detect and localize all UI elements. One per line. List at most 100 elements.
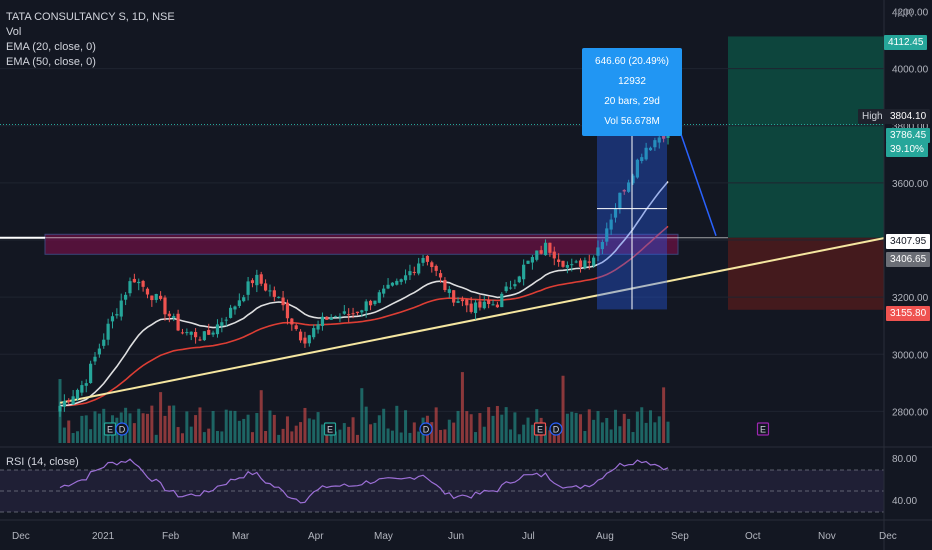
volume-bar — [430, 422, 434, 443]
candle-body — [329, 317, 333, 320]
candle-body — [631, 175, 635, 184]
volume-bar — [250, 432, 254, 443]
candle-body — [150, 295, 154, 301]
volume-bar — [62, 427, 66, 443]
event-marker[interactable]: E — [323, 422, 337, 436]
volume-bar — [526, 417, 530, 443]
candle-body — [58, 405, 62, 412]
event-marker[interactable]: D — [549, 422, 563, 436]
volume-bar — [207, 428, 211, 443]
dividend-marker-shape — [549, 422, 563, 436]
candle-body — [460, 299, 465, 302]
time-tick-label[interactable]: Jun — [448, 531, 464, 542]
volume-bar — [93, 411, 97, 443]
candle-body — [500, 293, 504, 308]
candle-body — [508, 287, 513, 289]
volume-bar — [662, 387, 666, 443]
candle-body — [250, 280, 255, 284]
volume-bar — [579, 414, 583, 443]
event-marker-label: E — [537, 425, 543, 435]
volume-bar — [574, 412, 578, 443]
volume-bar — [338, 429, 342, 443]
time-tick-label[interactable]: Dec — [12, 531, 30, 542]
volume-bar — [382, 408, 386, 443]
candle-body — [176, 313, 180, 331]
volume-bar — [649, 410, 653, 443]
candle-body — [255, 274, 259, 286]
loss-zone — [728, 237, 884, 310]
volume-bar — [491, 415, 495, 443]
candle-body — [167, 313, 171, 317]
volume-bar — [417, 431, 421, 443]
time-tick-label[interactable]: Oct — [745, 531, 761, 542]
volume-bar — [600, 422, 604, 443]
candle-body — [106, 323, 110, 340]
candle-body — [613, 208, 618, 218]
candle-body — [207, 329, 211, 335]
candle-body — [491, 304, 495, 306]
volume-bar — [172, 405, 176, 443]
volume-bar — [89, 429, 93, 443]
volume-bar — [622, 413, 626, 443]
time-tick-label[interactable]: Sep — [671, 531, 689, 542]
rsi-line — [59, 458, 669, 504]
volume-bar — [666, 421, 670, 443]
last-change-tag: 39.10% — [886, 142, 928, 157]
candle-body — [403, 275, 408, 281]
candle-body — [215, 324, 220, 335]
volume-bar — [377, 415, 381, 443]
volume-bar — [644, 422, 648, 443]
candle-body — [421, 257, 425, 263]
volume-bar — [71, 433, 75, 443]
symbol-label[interactable]: TATA CONSULTANCY S, 1D, NSE — [6, 11, 175, 23]
volume-bar — [596, 411, 600, 443]
volume-bar — [312, 419, 316, 443]
price-tick-label: 4200.00 — [892, 7, 929, 18]
stop-price-tag: 3155.80 — [886, 306, 931, 321]
volume-bar — [355, 434, 359, 443]
time-tick-label[interactable]: Mar — [232, 531, 250, 542]
event-marker[interactable]: E — [103, 422, 117, 436]
event-marker[interactable]: E — [756, 422, 770, 436]
time-tick-label[interactable]: Feb — [162, 531, 180, 542]
time-tick-label[interactable]: 2021 — [92, 531, 115, 542]
rsi-legend[interactable]: RSI (14, close) — [6, 456, 79, 468]
candle-body — [84, 383, 88, 386]
time-tick-label[interactable]: Nov — [818, 531, 836, 542]
volume-bar — [84, 415, 88, 443]
candle-body — [119, 300, 123, 317]
ema50-legend[interactable]: EMA (50, close, 0) — [6, 56, 96, 68]
volume-bar — [351, 417, 355, 443]
price-tick-label: 3200.00 — [892, 293, 929, 304]
time-tick-label[interactable]: Jul — [522, 531, 535, 542]
candle-body — [128, 281, 132, 294]
time-tick-label[interactable]: Apr — [308, 531, 324, 542]
event-marker[interactable]: D — [115, 422, 129, 436]
candle-body — [565, 265, 569, 268]
currency-label: INR — [894, 8, 913, 20]
candle-body — [552, 251, 556, 259]
ema20-legend[interactable]: EMA (20, close, 0) — [6, 41, 96, 53]
candle-body — [193, 331, 198, 338]
candle-body — [316, 324, 320, 330]
candle-body — [561, 260, 565, 267]
event-marker[interactable]: E — [533, 422, 547, 436]
volume-bar — [434, 407, 438, 443]
time-tick-label[interactable]: May — [374, 531, 393, 542]
candle-body — [307, 335, 311, 344]
candle-body — [325, 316, 329, 320]
trendline-price-tag: 3406.65 — [886, 252, 931, 267]
time-tick-label[interactable]: Aug — [596, 531, 614, 542]
candle-body — [71, 396, 75, 405]
candle-body — [539, 250, 543, 254]
volume-bar — [97, 413, 101, 443]
event-marker[interactable]: D — [419, 422, 433, 436]
volume-legend[interactable]: Vol — [6, 26, 22, 38]
measure-volume: Vol 56.678M — [604, 116, 660, 127]
event-marker-label: D — [119, 425, 126, 435]
candle-body — [653, 140, 657, 148]
volume-bar — [487, 407, 491, 443]
candle-body — [482, 301, 486, 309]
time-tick-label[interactable]: Dec — [879, 531, 897, 542]
